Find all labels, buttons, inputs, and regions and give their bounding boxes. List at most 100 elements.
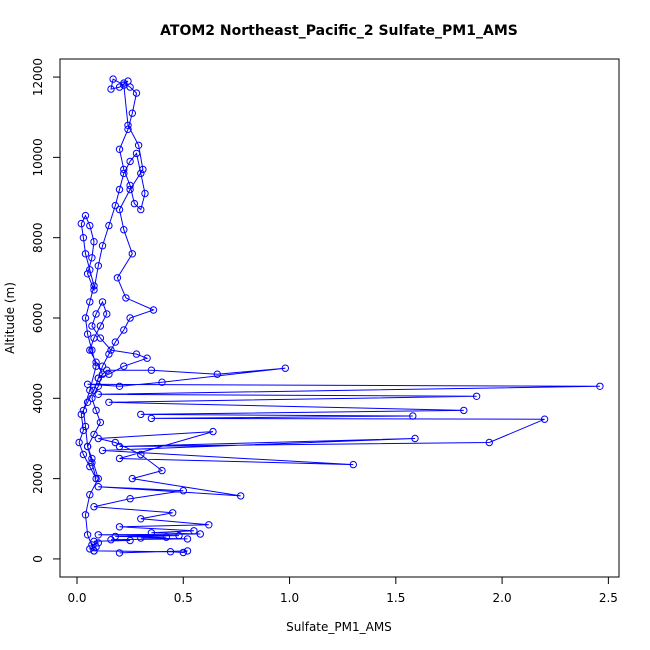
data-point <box>83 380 92 388</box>
data-point <box>86 266 94 274</box>
data-point <box>88 346 96 354</box>
y-tick-label: 8000 <box>31 222 45 253</box>
data-point <box>103 366 111 374</box>
data-point <box>90 238 98 246</box>
data-point <box>126 157 134 166</box>
y-tick-label: 4000 <box>31 383 45 414</box>
data-point <box>139 165 147 174</box>
data-point <box>126 495 134 503</box>
data-point <box>115 549 124 557</box>
plot-area-frame <box>59 58 620 578</box>
data-point <box>120 226 128 234</box>
data-point <box>98 446 107 455</box>
data-point <box>94 262 103 270</box>
data-point <box>88 322 96 330</box>
data-point <box>126 181 134 190</box>
data-point <box>90 286 98 294</box>
data-point <box>109 75 117 83</box>
data-point <box>94 382 103 390</box>
data-point <box>79 234 88 242</box>
data-point <box>98 362 107 370</box>
data-point <box>96 322 105 330</box>
x-tick-label: 2.0 <box>493 591 512 605</box>
data-point <box>349 460 357 469</box>
data-point <box>83 398 92 406</box>
data-point <box>147 529 156 537</box>
data-point <box>86 221 94 230</box>
data-point <box>147 414 156 423</box>
data-point <box>162 533 171 541</box>
data-point <box>88 458 96 467</box>
data-point <box>105 221 113 230</box>
data-point <box>88 254 96 262</box>
data-point <box>166 548 175 556</box>
data-point <box>460 406 468 415</box>
data-point <box>183 547 192 555</box>
data-point <box>90 282 98 290</box>
data-point <box>107 85 115 93</box>
data-point <box>115 83 124 91</box>
data-point <box>132 89 141 97</box>
data-point <box>107 536 115 544</box>
data-point <box>107 346 115 354</box>
data-point <box>79 426 88 435</box>
data-point <box>111 438 120 447</box>
data-point <box>132 350 141 358</box>
data-point <box>130 199 139 208</box>
data-point <box>81 511 90 519</box>
data-point <box>149 306 158 314</box>
data-point <box>90 386 98 394</box>
x-tick-label: 0.5 <box>174 591 193 605</box>
data-point <box>158 466 166 475</box>
data-point <box>83 270 92 278</box>
data-point <box>147 366 156 374</box>
data-point <box>86 545 94 553</box>
data-point <box>105 370 113 378</box>
data-point <box>115 523 124 531</box>
data-point <box>128 250 137 258</box>
data-point <box>120 362 128 370</box>
data-point <box>92 474 100 483</box>
data-point <box>94 434 103 443</box>
data-point <box>111 201 120 210</box>
data-point <box>115 442 124 451</box>
data-point <box>81 211 90 220</box>
x-tick-label: 0.0 <box>67 591 86 605</box>
data-point <box>120 326 128 334</box>
data-point <box>115 205 124 214</box>
data-point <box>175 531 183 540</box>
data-point <box>213 370 222 378</box>
x-tick-label: 1.0 <box>280 591 299 605</box>
data-point <box>120 79 128 87</box>
data-point <box>94 531 103 539</box>
data-point <box>92 358 100 366</box>
data-point <box>128 474 137 483</box>
data-point <box>94 483 103 491</box>
data-point <box>120 169 128 178</box>
data-point <box>126 185 134 194</box>
data-point <box>96 418 105 427</box>
data-point <box>158 378 166 386</box>
data-point <box>111 338 120 346</box>
data-point <box>83 442 92 451</box>
data-point <box>81 314 90 322</box>
y-tick-label: 0 <box>31 555 45 563</box>
data-point <box>86 491 94 499</box>
data-point <box>179 487 188 495</box>
data-point <box>137 410 145 419</box>
data-point <box>596 382 604 390</box>
y-tick-label: 10000 <box>31 138 45 176</box>
data-point <box>281 364 289 372</box>
data-point <box>105 350 113 358</box>
data-point <box>94 390 103 398</box>
data-point <box>88 454 96 463</box>
data-point <box>137 534 145 542</box>
data-point <box>103 310 111 318</box>
data-point <box>134 141 143 150</box>
data-point <box>92 406 100 415</box>
data-point <box>120 81 128 89</box>
data-point <box>169 509 177 517</box>
data-point <box>75 438 83 447</box>
data-point <box>540 415 549 423</box>
